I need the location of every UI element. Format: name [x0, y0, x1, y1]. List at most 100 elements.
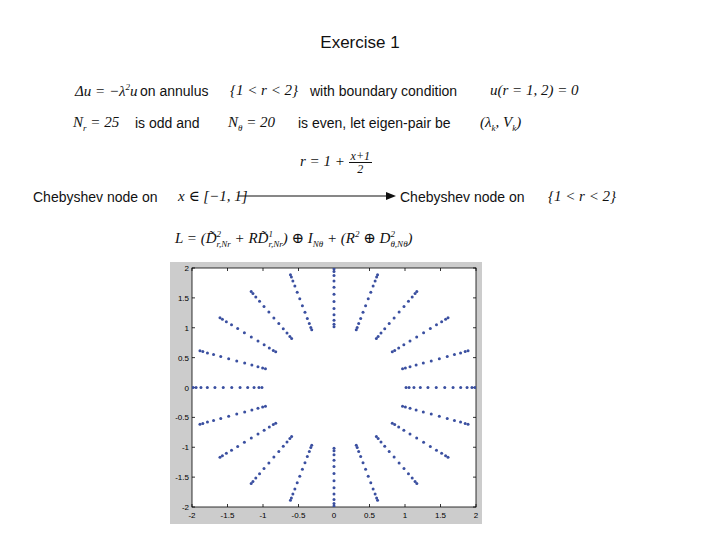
- grid-node: [440, 320, 443, 323]
- superscript: 2: [355, 229, 360, 239]
- text-run: with boundary condition: [310, 83, 457, 99]
- x-tick: [440, 504, 441, 507]
- text-run: {1 < r < 2}: [230, 82, 298, 98]
- arrow-head: [386, 192, 396, 200]
- x-tick-top: [440, 268, 441, 271]
- grid-node: [206, 386, 209, 389]
- grid-node: [393, 456, 396, 459]
- symbol: I: [308, 230, 313, 246]
- text-run: ⊕: [360, 230, 380, 246]
- statement-text: Chebyshev node on: [33, 190, 158, 204]
- y-tick-label: 2: [185, 264, 190, 273]
- formula: u(r = 1, 2) = 0: [490, 83, 579, 98]
- grid-node: [369, 481, 372, 484]
- x-tick-label: -1: [259, 511, 267, 520]
- grid-node: [291, 492, 294, 495]
- grid-node: [309, 446, 312, 449]
- grid-node: [333, 505, 336, 507]
- grid-node: [464, 422, 467, 425]
- subscript: k: [512, 123, 516, 133]
- grid-node: [383, 327, 386, 330]
- superscript: 1: [268, 230, 282, 239]
- x-tick-top: [405, 268, 406, 271]
- grid-node: [359, 455, 362, 458]
- grid-node: [402, 467, 405, 470]
- grid-node: [459, 421, 462, 424]
- chart: -2-1.5-1-0.500.511.52-2-1.5-1-0.500.511.…: [170, 262, 482, 524]
- grid-node: [303, 311, 306, 314]
- formula: {1 < r < 2}: [230, 83, 298, 98]
- grid-node: [453, 353, 456, 356]
- grid-node: [388, 450, 391, 453]
- text-run: u: [130, 83, 138, 99]
- grid-node: [250, 364, 253, 367]
- grid-node: [277, 322, 280, 325]
- grid-node: [333, 323, 336, 326]
- symbol: λ: [119, 83, 126, 99]
- grid-node: [250, 437, 253, 440]
- grid-node: [198, 349, 201, 352]
- grid-node: [272, 456, 275, 459]
- grid-node: [230, 323, 233, 326]
- indices: 2θ,Nθ: [390, 230, 407, 249]
- text-run: on annulus: [140, 83, 209, 99]
- grid-node: [267, 461, 270, 464]
- grid-node: [277, 450, 280, 453]
- grid-node: [405, 386, 408, 389]
- grid-node: [377, 335, 380, 338]
- text-run: r = 1 +: [300, 153, 349, 169]
- grid-node: [372, 487, 375, 490]
- grid-node: [286, 332, 289, 335]
- y-tick: [192, 297, 195, 298]
- grid-node: [470, 386, 473, 389]
- grid-node: [447, 316, 450, 319]
- grid-node: [415, 408, 418, 411]
- grid-node: [206, 421, 209, 424]
- grid-node: [198, 423, 201, 426]
- grid-node: [415, 290, 418, 293]
- grid-node: [407, 300, 410, 303]
- text-run: {1 < r < 2}: [548, 188, 616, 204]
- x-tick-top: [227, 268, 228, 271]
- grid-node: [308, 450, 311, 453]
- x-tick-label: 0: [332, 511, 337, 520]
- grid-node: [291, 280, 294, 283]
- grid-node: [333, 300, 336, 303]
- grid-node: [426, 386, 429, 389]
- grid-node: [236, 445, 239, 448]
- fraction: x+12: [349, 150, 372, 175]
- grid-node: [459, 386, 462, 389]
- indices: 1r,Nr: [268, 230, 282, 249]
- grid-node: [212, 353, 215, 356]
- x-tick: [369, 504, 370, 507]
- y-tick: [192, 327, 195, 328]
- text-run: = 25: [87, 114, 120, 130]
- grid-node: [333, 313, 336, 316]
- x-tick: [405, 504, 406, 507]
- subscript: θ,Nθ: [390, 240, 407, 249]
- grid-node: [422, 362, 425, 365]
- grid-node: [301, 304, 304, 307]
- grid-node: [243, 441, 246, 444]
- x-tick-label: 0.5: [364, 511, 376, 520]
- text-run: + R: [231, 230, 258, 246]
- grid-node: [377, 437, 380, 440]
- y-tick-right: [473, 297, 476, 298]
- grid-node: [243, 362, 246, 365]
- grid-node: [388, 322, 391, 325]
- grid-node: [272, 349, 275, 352]
- grid-node: [364, 468, 367, 471]
- grid-node: [293, 487, 296, 490]
- grid-node: [225, 320, 228, 323]
- grid-node: [218, 316, 221, 319]
- grid-node: [357, 450, 360, 453]
- symbol: N: [228, 114, 238, 130]
- grid-node: [333, 279, 336, 282]
- grid-node: [306, 317, 309, 320]
- text-run: x ∈ [−1, 1]: [178, 188, 248, 204]
- grid-node: [415, 482, 418, 485]
- grid-node: [227, 357, 230, 360]
- text-run: ): [408, 230, 413, 246]
- grid-node: [250, 482, 253, 485]
- grid-node: [219, 355, 222, 358]
